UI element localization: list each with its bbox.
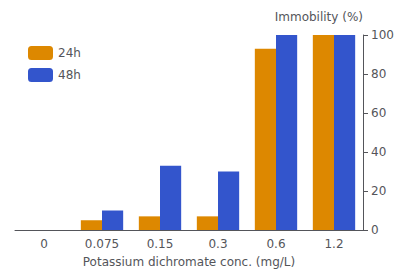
svg-text:60: 60: [371, 106, 386, 120]
svg-text:48h: 48h: [58, 68, 81, 82]
svg-text:Immobility (%): Immobility (%): [275, 10, 363, 24]
svg-text:0: 0: [371, 223, 379, 237]
svg-text:40: 40: [371, 145, 386, 159]
svg-text:0.6: 0.6: [266, 237, 285, 251]
svg-text:20: 20: [371, 184, 386, 198]
svg-text:24h: 24h: [58, 46, 81, 60]
svg-text:Potassium dichromate conc. (mg: Potassium dichromate conc. (mg/L): [83, 255, 295, 269]
svg-text:0: 0: [40, 237, 48, 251]
svg-text:100: 100: [371, 28, 394, 42]
svg-text:1.2: 1.2: [324, 237, 343, 251]
svg-text:0.15: 0.15: [147, 237, 174, 251]
svg-text:0.075: 0.075: [85, 237, 119, 251]
svg-text:80: 80: [371, 67, 386, 81]
svg-text:0.3: 0.3: [208, 237, 227, 251]
